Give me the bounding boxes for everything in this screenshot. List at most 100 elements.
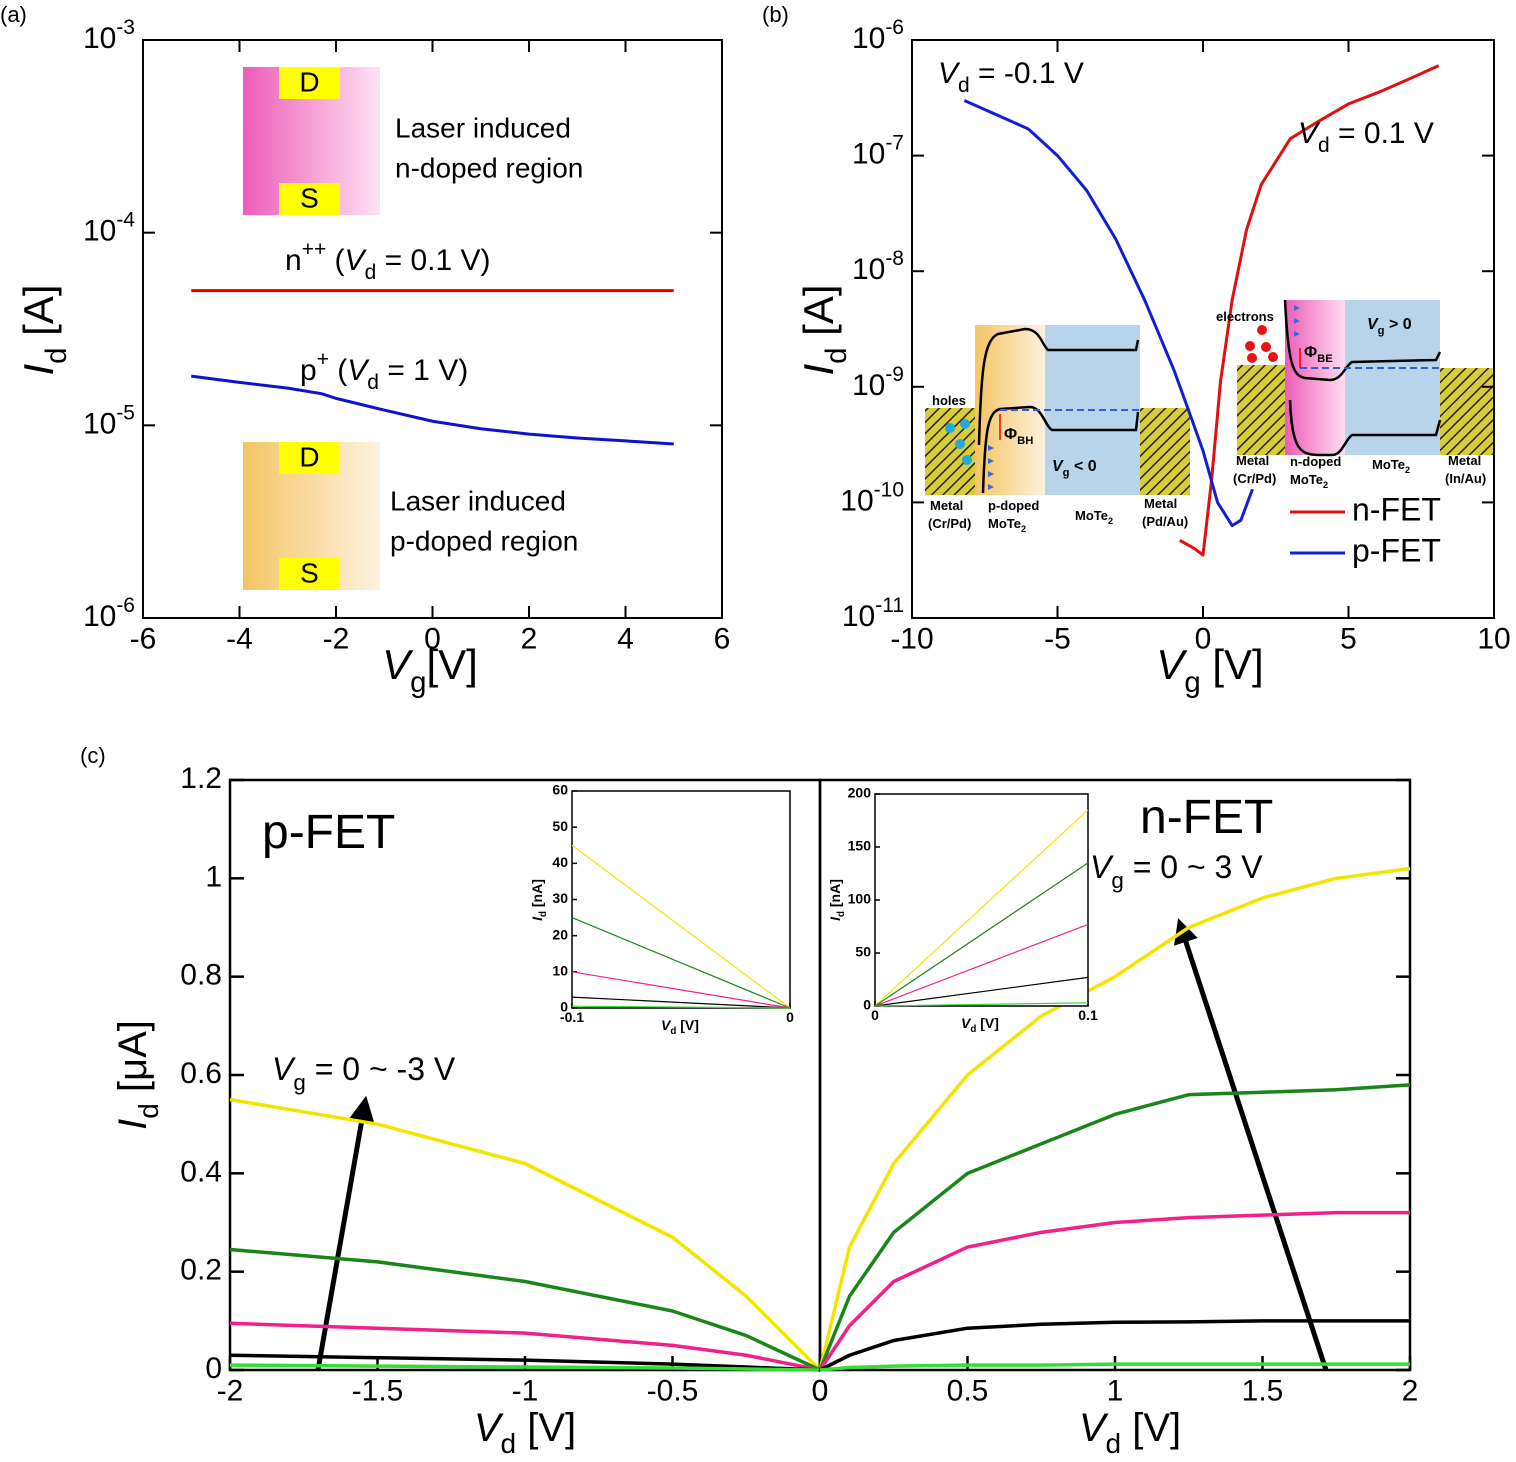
band-label: Metal [1236,453,1269,468]
series-line [874,1002,1089,1007]
y-axis-label-part: [A] [795,284,842,347]
y-tick-label-exponent: -7 [885,132,904,155]
band-label: n-doped [1290,454,1341,469]
band-label: MoTe2 [1290,472,1328,490]
y-tick-label: 10-3 [83,16,135,55]
band-label-part: Metal [1144,496,1177,511]
band-label-part: BH [1017,435,1033,447]
annotation-part: V [1298,117,1321,150]
y-tick-label: 0 [863,997,871,1013]
x-tick-label: 0.5 [947,1374,989,1407]
x-tick-label: -5 [1044,622,1071,655]
band-label-part: electrons [1216,309,1274,324]
y-tick-label-exponent: -5 [116,401,135,424]
y-tick-label: 40 [552,854,568,870]
x-tick-label: 10 [1477,622,1510,655]
inset-caption: n-doped region [395,152,583,183]
y-axis-label-part: d [40,348,73,364]
panel-label: (a) [0,2,27,27]
band-label-part: holes [932,393,966,408]
series-line [818,1083,1411,1371]
series-line [874,809,1089,1007]
y-axis-label: Id [nA] [827,879,847,921]
y-tick-label: 10-7 [852,132,904,171]
series-line [963,99,1254,528]
y-tick-label-exponent: -4 [116,209,135,232]
y-tick-label: 10-6 [83,594,135,633]
x-tick-label: 0 [871,1007,879,1023]
annotation-part: = 1 V) [379,354,468,387]
y-tick-label: 0.2 [180,1254,222,1287]
series-line [571,917,791,1009]
y-tick-label: 10-10 [840,478,904,517]
y-tick-label-exponent: -9 [885,363,904,386]
series-line [874,976,1089,1007]
y-tick-label: 0 [205,1352,222,1385]
x-axis-label-part: d [501,1428,517,1459]
y-tick-label: 150 [848,838,872,854]
band-label-part: 2 [1108,516,1113,526]
band-label-part: 2 [1405,465,1410,475]
band-label: (In/Au) [1445,471,1486,486]
band-label: holes [932,393,966,408]
y-tick-label: 0.6 [180,1057,222,1090]
x-axis-label-part: g [410,666,426,699]
y-tick-label: 50 [855,944,871,960]
annotation-part: = 0 ~ 3 V [1124,849,1263,885]
series-line [229,1247,821,1372]
y-tick-label: 10-4 [83,209,135,248]
inset-caption: Laser induced [390,485,566,516]
band-label: Vg < 0 [1052,458,1097,479]
annotation: n-FET [1140,791,1273,844]
y-tick-label-base: 10 [840,484,873,517]
x-tick-label: 6 [714,622,731,655]
band-label-part: p-doped [988,498,1039,513]
annotation: p-FET [262,806,395,859]
band-label: Metal [1448,453,1481,468]
annotation: Vg = 0 ~ -3 V [272,1051,456,1095]
y-axis-label-part: I [15,364,62,376]
x-axis-label: Vd [V] [1079,1406,1181,1459]
band-label-part: MoTe [988,516,1021,531]
y-tick-label-base: 10 [852,253,885,286]
x-tick-label: 0 [786,1009,794,1025]
band-label: ΦBH [1004,426,1033,447]
y-axis-label-part: [A] [15,284,62,347]
x-axis-label-part: [V] [1201,641,1264,688]
x-tick-label: 4 [617,622,634,655]
annotation-part: n [285,244,302,277]
band-label-part: Metal [1448,453,1481,468]
band-label-part: > 0 [1385,316,1412,333]
annotation: Vd = 0.1 V [1298,117,1434,157]
band-label-part: V [1367,316,1379,333]
y-tick-label-exponent: -6 [116,594,135,617]
band-label-part: < 0 [1070,458,1097,475]
band-label-part: MoTe [1372,457,1405,472]
band-label-part: MoTe [1290,472,1323,487]
annotation-part: n-FET [1140,791,1273,844]
x-tick-label: -2 [217,1374,244,1407]
annotation-part: V [347,354,370,387]
y-tick-label-base: 10 [852,369,885,402]
series-line [571,844,791,1009]
band-label-part: Φ [1304,344,1317,361]
band-label-part: Metal [1236,453,1269,468]
x-tick-label: 2 [521,622,538,655]
series-line [229,1321,821,1372]
band-label: (Pd/Au) [1142,514,1188,529]
annotation-part: d [958,74,970,97]
y-axis-label: Id [A] [795,284,853,375]
panel-label: (c) [80,743,106,768]
y-tick-label: 10-11 [842,594,904,633]
y-tick-label: 100 [848,891,872,907]
annotation-part: = 0 ~ -3 V [306,1051,456,1087]
x-axis-label: Vd [V] [961,1015,999,1035]
band-label: Metal [1144,496,1177,511]
y-tick-label: 200 [848,785,872,801]
y-tick-label: 0 [560,999,568,1015]
series-line [571,1005,791,1009]
y-tick-label: 50 [552,818,568,834]
x-tick-label: 5 [1340,622,1357,655]
annotation-part: g [293,1070,305,1095]
x-axis-label-part: [V] [1121,1406,1181,1450]
